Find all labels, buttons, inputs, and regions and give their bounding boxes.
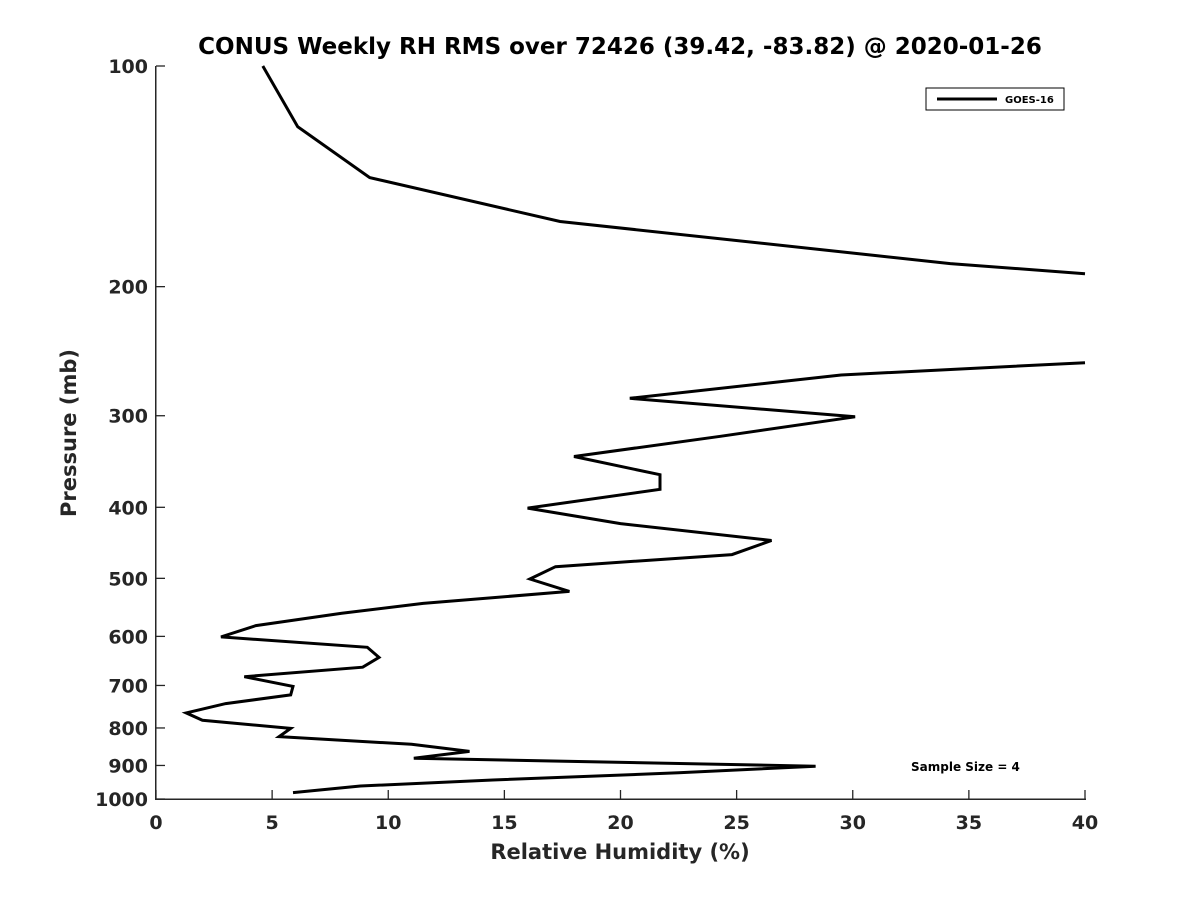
- x-tick-label: 40: [1072, 812, 1098, 834]
- plot-frame-bottom: [155, 798, 1086, 800]
- y-tick-label: 1000: [95, 789, 148, 811]
- x-tick-label: 35: [956, 812, 982, 834]
- chart-title: CONUS Weekly RH RMS over 72426 (39.42, -…: [198, 34, 1042, 60]
- x-tick-label: 30: [840, 812, 866, 834]
- y-tick-label: 900: [108, 755, 148, 777]
- series-line-goes16: [261, 65, 1086, 276]
- sample-size-annotation: Sample Size = 4: [911, 760, 1020, 774]
- x-tick-label: 20: [607, 812, 633, 834]
- x-tick-label: 5: [266, 812, 279, 834]
- y-tick-label: 800: [108, 718, 148, 740]
- x-axis-label: Relative Humidity (%): [490, 840, 749, 864]
- series-line-goes16: [181, 361, 1086, 795]
- y-tick-label: 100: [108, 56, 148, 78]
- y-tick-label: 700: [108, 675, 148, 697]
- series-layer: [181, 65, 1086, 795]
- plot-area: [156, 66, 1085, 799]
- y-axis: 100 200 300 400 500 600 700 800 900 1000: [95, 56, 165, 811]
- x-tick-label: 15: [491, 812, 517, 834]
- x-tick-label: 0: [149, 812, 162, 834]
- y-axis-label: Pressure (mb): [57, 349, 81, 517]
- legend: GOES-16: [925, 87, 1065, 111]
- x-tick-label: 25: [723, 812, 749, 834]
- y-tick-label: 300: [108, 406, 148, 428]
- legend-label-goes16: GOES-16: [1005, 95, 1054, 106]
- x-tick-label: 10: [375, 812, 401, 834]
- x-axis: 0 5 10 15 20 25 30 35 40: [149, 790, 1098, 834]
- y-tick-label: 400: [108, 497, 148, 519]
- y-tick-label: 200: [108, 277, 148, 299]
- plot-frame-left: [155, 66, 157, 799]
- y-tick-label: 500: [108, 568, 148, 590]
- y-tick-label: 600: [108, 626, 148, 648]
